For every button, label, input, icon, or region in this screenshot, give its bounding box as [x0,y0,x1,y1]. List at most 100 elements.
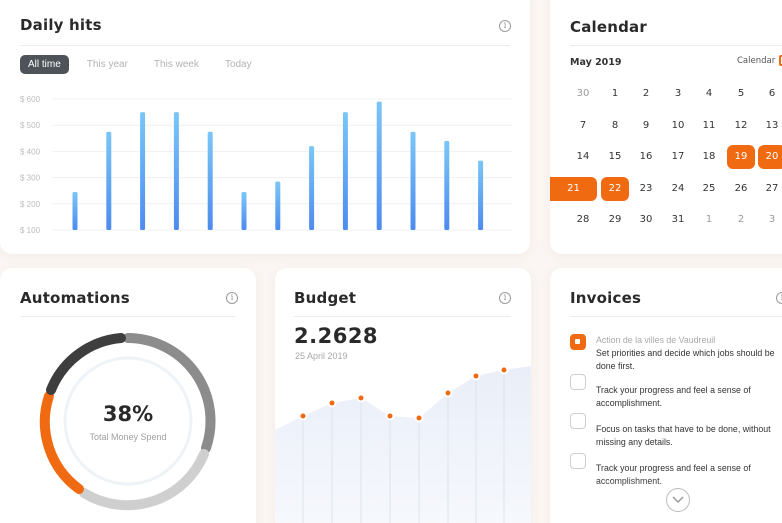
scroll-down-button[interactable] [666,488,690,512]
daily-hits-card: Daily hits i All time This year This wee… [0,0,530,254]
invoices-card: Invoices i Action de la villes de Vaudre… [550,268,782,523]
bar[interactable] [173,112,179,230]
calendar-day[interactable]: 30 [639,214,653,225]
budget-point[interactable] [358,395,364,401]
automations-title: Automations [20,289,130,307]
task-checkbox[interactable] [570,453,586,469]
calendar-link[interactable]: Calendar [737,55,782,66]
calendar-day[interactable]: 3 [674,88,682,99]
calendar-day[interactable]: 31 [671,214,685,225]
calendar-day[interactable]: 2 [737,214,745,225]
divider [570,45,782,46]
calendar-day[interactable]: 11 [702,119,716,131]
bar[interactable] [342,112,348,230]
calendar-day[interactable]: 5 [737,88,745,99]
budget-point[interactable] [300,413,306,419]
calendar-icon [779,55,782,66]
automations-card: Automations i 38% Total Money Spend [0,268,256,523]
y-tick-label: $ 200 [20,200,41,209]
calendar-day[interactable]: 15 [608,151,622,162]
calendar-day[interactable]: 1 [611,88,619,99]
bar[interactable] [140,112,146,230]
filter-today[interactable]: Today [224,59,252,70]
task-text: Track your progress and feel a sense of … [596,385,751,408]
task-checkbox[interactable] [570,334,586,350]
budget-point[interactable] [416,415,422,421]
calendar-title: Calendar [570,18,647,36]
chevron-down-icon [672,496,684,504]
daily-hits-title: Daily hits [20,16,102,34]
daily-hits-chart: $ 600 $ 500 $ 400 $ 300 $ 200 $ 100 [20,95,512,235]
budget-point[interactable] [329,400,335,406]
calendar-day[interactable]: 27 [765,182,779,194]
budget-value: 2.2628 [294,324,379,348]
calendar-day[interactable]: 26 [734,182,748,194]
calendar-day[interactable]: 24 [671,182,685,194]
task-text: Focus on tasks that have to be done, wit… [596,424,771,447]
budget-title: Budget [294,289,357,307]
y-tick-label: $ 500 [20,121,41,130]
calendar-day[interactable]: 30 [576,88,590,99]
calendar-day[interactable]: 16 [639,151,653,162]
filter-this-week[interactable]: This week [153,59,199,70]
calendar-day[interactable]: 12 [734,119,748,131]
info-icon[interactable]: i [499,20,511,32]
y-tick-label: $ 300 [20,174,41,183]
divider [570,316,782,317]
calendar-day[interactable]: 18 [702,151,716,162]
calendar-day[interactable]: 29 [608,214,622,225]
budget-point[interactable] [501,367,507,373]
task-text-block: Action de la villes de Vaudreuil Set pri… [596,334,782,373]
info-icon[interactable]: i [776,292,782,304]
calendar-day[interactable]: 20 [758,145,782,169]
calendar-day[interactable]: 14 [576,151,590,162]
info-icon[interactable]: i [226,292,238,304]
bar[interactable] [410,131,416,230]
budget-point[interactable] [387,413,393,419]
calendar-day[interactable]: 6 [768,88,776,99]
divider [294,316,511,317]
bar[interactable] [376,101,382,231]
calendar-day[interactable]: 17 [671,151,685,162]
calendar-day[interactable]: 21 [550,176,597,201]
budget-date: 25 April 2019 [295,351,348,361]
bar[interactable] [241,192,247,230]
budget-chart [275,365,531,523]
bar[interactable] [275,181,281,230]
calendar-day[interactable]: 22 [601,176,629,201]
task-text-block: Track your progress and feel a sense of … [596,384,782,410]
calendar-day[interactable]: 4 [705,88,713,99]
budget-point[interactable] [445,390,451,396]
filter-all-time[interactable]: All time [20,55,69,74]
calendar-day[interactable]: 19 [727,145,755,169]
bar[interactable] [478,160,484,230]
calendar-day[interactable]: 25 [702,182,716,194]
calendar-day[interactable]: 2 [642,88,650,99]
y-tick-label: $ 600 [20,95,41,104]
bar[interactable] [72,192,78,230]
budget-point[interactable] [473,373,479,379]
calendar-day[interactable]: 23 [639,182,653,194]
task-checkbox[interactable] [570,374,586,390]
bar[interactable] [106,131,112,230]
calendar-day[interactable]: 10 [671,119,685,131]
bar[interactable] [309,146,315,230]
budget-card: Budget i 2.2628 25 April 2019 [275,268,531,523]
automations-donut [39,333,216,511]
calendar-day[interactable]: 13 [765,119,779,131]
divider [20,316,236,317]
time-filter-group: All time This year This week Today [20,55,260,74]
filter-this-year[interactable]: This year [86,59,128,70]
calendar-day[interactable]: 3 [768,214,776,225]
bar[interactable] [207,131,213,230]
calendar-day[interactable]: 8 [611,119,619,131]
info-icon[interactable]: i [499,292,511,304]
bar[interactable] [444,140,450,230]
calendar-day[interactable]: 28 [576,214,590,225]
calendar-day[interactable]: 9 [642,119,650,131]
y-tick-label: $ 400 [20,147,41,156]
calendar-day[interactable]: 1 [705,214,713,225]
calendar-day[interactable]: 7 [579,119,587,131]
task-checkbox[interactable] [570,413,586,429]
calendar-link-label: Calendar [737,55,776,66]
